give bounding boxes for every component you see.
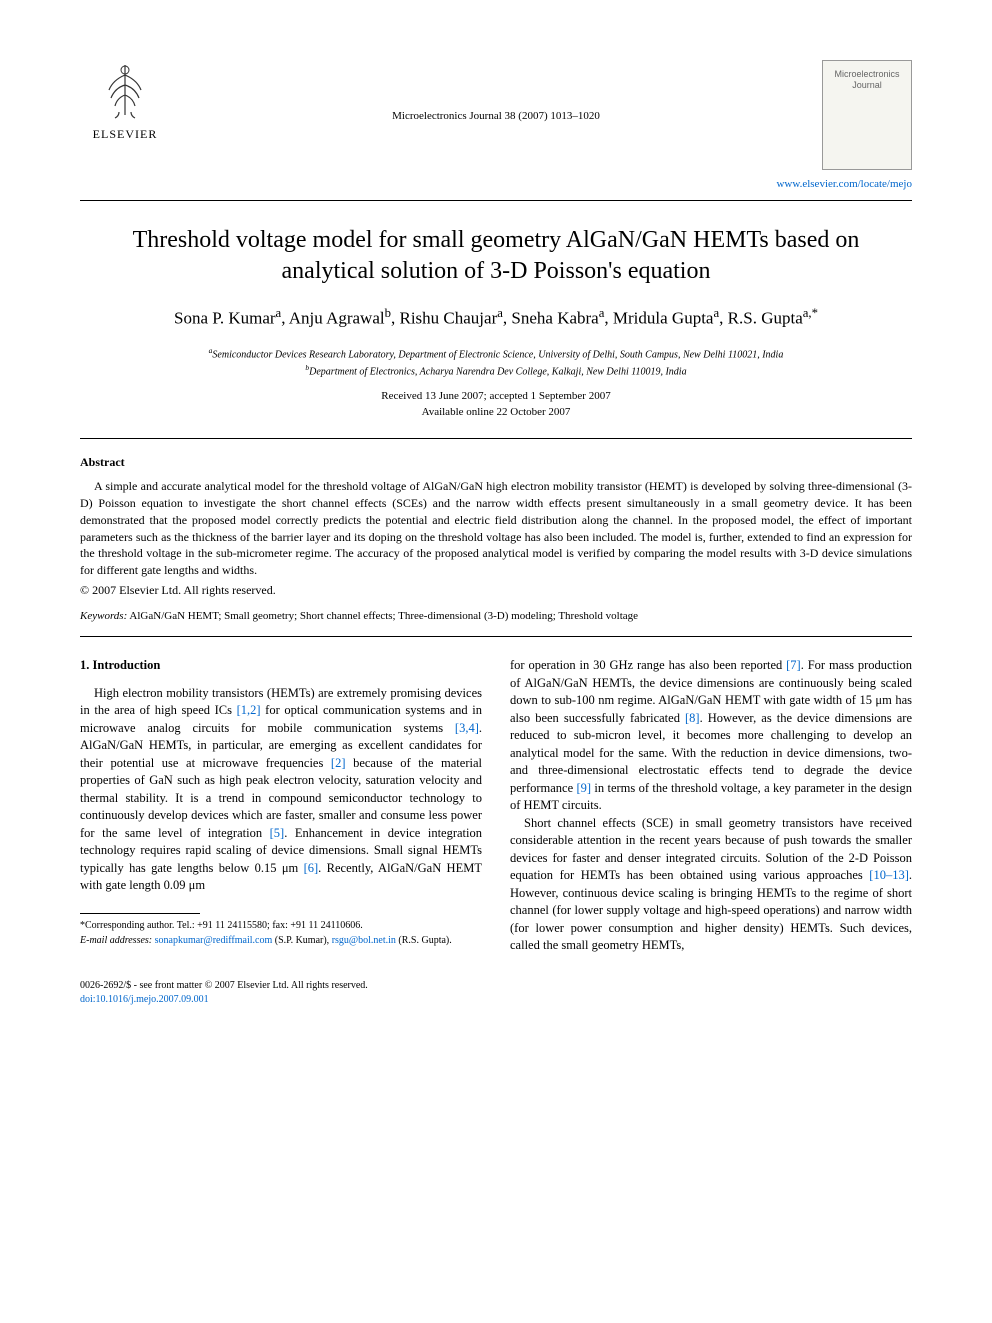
keywords: Keywords: AlGaN/GaN HEMT; Small geometry… bbox=[80, 610, 912, 622]
email-list: sonapkumar@rediffmail.com (S.P. Kumar), … bbox=[155, 935, 452, 946]
email-addresses: E-mail addresses: sonapkumar@rediffmail.… bbox=[80, 933, 482, 948]
left-column: 1. Introduction High electron mobility t… bbox=[80, 657, 482, 955]
mid-rule-2 bbox=[80, 636, 912, 637]
affiliation-a: aSemiconductor Devices Research Laborato… bbox=[100, 345, 892, 362]
intro-para-left: High electron mobility transistors (HEMT… bbox=[80, 685, 482, 895]
header-row: ELSEVIER Microelectronics Journal 38 (20… bbox=[80, 60, 912, 170]
journal-link-row: www.elsevier.com/locate/mejo bbox=[80, 178, 912, 190]
elsevier-tree-icon bbox=[95, 60, 155, 120]
dates-received: Received 13 June 2007; accepted 1 Septem… bbox=[80, 389, 912, 404]
section-1-heading: 1. Introduction bbox=[80, 657, 482, 675]
journal-reference: Microelectronics Journal 38 (2007) 1013–… bbox=[170, 60, 822, 122]
right-column: for operation in 30 GHz range has also b… bbox=[510, 657, 912, 955]
keywords-label: Keywords: bbox=[80, 610, 127, 622]
publisher-logo: ELSEVIER bbox=[80, 60, 170, 142]
page-footer: 0026-2692/$ - see front matter © 2007 El… bbox=[80, 979, 912, 1007]
footnote: *Corresponding author. Tel.: +91 11 2411… bbox=[80, 918, 482, 948]
body-columns: 1. Introduction High electron mobility t… bbox=[80, 657, 912, 955]
journal-link[interactable]: www.elsevier.com/locate/mejo bbox=[776, 178, 912, 190]
article-title: Threshold voltage model for small geomet… bbox=[120, 225, 872, 287]
journal-cover: Microelectronics Journal bbox=[822, 60, 912, 170]
abstract-body: A simple and accurate analytical model f… bbox=[80, 478, 912, 579]
authors: Sona P. Kumara, Anju Agrawalb, Rishu Cha… bbox=[140, 305, 852, 330]
footer-front-matter: 0026-2692/$ - see front matter © 2007 El… bbox=[80, 979, 912, 993]
email-label: E-mail addresses: bbox=[80, 935, 152, 946]
top-rule bbox=[80, 200, 912, 201]
publisher-name: ELSEVIER bbox=[80, 127, 170, 142]
page: ELSEVIER Microelectronics Journal 38 (20… bbox=[0, 0, 992, 1047]
mid-rule-1 bbox=[80, 438, 912, 439]
journal-cover-title: Microelectronics Journal bbox=[823, 69, 911, 91]
abstract-heading: Abstract bbox=[80, 455, 912, 470]
intro-para-right-1: for operation in 30 GHz range has also b… bbox=[510, 657, 912, 815]
intro-para-right-2: Short channel effects (SCE) in small geo… bbox=[510, 815, 912, 955]
affiliation-b: bDepartment of Electronics, Acharya Nare… bbox=[100, 362, 892, 379]
abstract-copyright: © 2007 Elsevier Ltd. All rights reserved… bbox=[80, 583, 912, 598]
affiliations: aSemiconductor Devices Research Laborato… bbox=[100, 345, 892, 380]
footnote-rule bbox=[80, 913, 200, 914]
article-dates: Received 13 June 2007; accepted 1 Septem… bbox=[80, 389, 912, 420]
footer-doi: doi:10.1016/j.mejo.2007.09.001 bbox=[80, 993, 912, 1007]
corresponding-author: *Corresponding author. Tel.: +91 11 2411… bbox=[80, 918, 482, 933]
dates-online: Available online 22 October 2007 bbox=[80, 405, 912, 420]
abstract-text: A simple and accurate analytical model f… bbox=[80, 478, 912, 579]
keywords-text: AlGaN/GaN HEMT; Small geometry; Short ch… bbox=[129, 610, 638, 622]
